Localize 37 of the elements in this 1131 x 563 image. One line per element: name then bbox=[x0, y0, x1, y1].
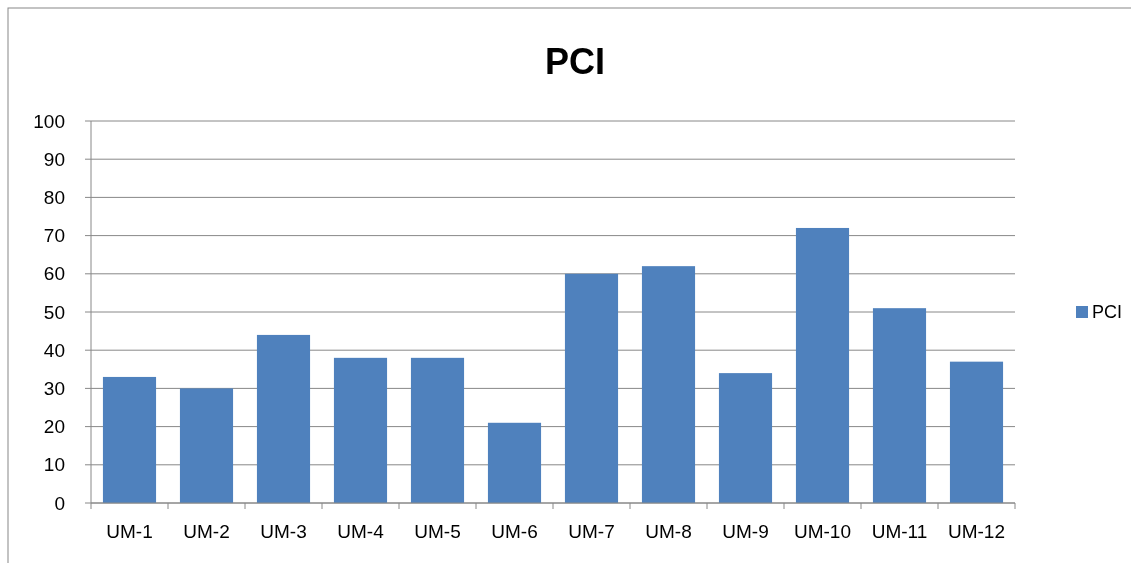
bar bbox=[179, 388, 234, 503]
x-tick-label: UM-11 bbox=[871, 521, 928, 542]
bar bbox=[718, 373, 773, 503]
y-tick-label: 20 bbox=[43, 416, 65, 438]
bar bbox=[949, 361, 1004, 503]
x-tick-label: UM-4 bbox=[337, 521, 385, 542]
bar bbox=[410, 357, 465, 503]
x-tick-label: UM-8 bbox=[645, 521, 692, 542]
y-tick-label: 60 bbox=[43, 263, 65, 285]
bar bbox=[256, 334, 311, 503]
bar bbox=[872, 308, 927, 503]
y-tick-label: 0 bbox=[54, 492, 65, 514]
x-tick-label: UM-5 bbox=[414, 521, 461, 542]
y-tick-label: 100 bbox=[33, 110, 65, 132]
bar bbox=[333, 357, 388, 503]
x-tick-label: UM-6 bbox=[491, 521, 538, 542]
x-tick-label: UM-1 bbox=[106, 521, 153, 542]
legend-label: PCI bbox=[1092, 302, 1123, 323]
y-tick-label: 30 bbox=[43, 378, 65, 400]
y-tick-label: 90 bbox=[43, 148, 65, 170]
x-tick-label: UM-12 bbox=[947, 521, 1006, 542]
y-tick-label: 40 bbox=[43, 339, 65, 361]
y-tick-label: 50 bbox=[43, 301, 65, 323]
x-tick-label: UM-9 bbox=[722, 521, 769, 542]
x-tick-label: UM-7 bbox=[568, 521, 615, 542]
bar bbox=[564, 273, 619, 503]
x-tick-label: UM-2 bbox=[183, 521, 230, 542]
x-tick-label: UM-10 bbox=[793, 521, 852, 542]
bar bbox=[102, 376, 157, 503]
bar bbox=[641, 266, 696, 503]
x-tick-label: UM-3 bbox=[260, 521, 307, 542]
y-tick-label: 10 bbox=[43, 454, 65, 476]
y-tick-label: 70 bbox=[43, 225, 65, 247]
y-tick-label: 80 bbox=[43, 187, 65, 209]
bar bbox=[795, 227, 850, 503]
chart-title: PCI bbox=[544, 41, 606, 82]
bar bbox=[487, 422, 542, 503]
